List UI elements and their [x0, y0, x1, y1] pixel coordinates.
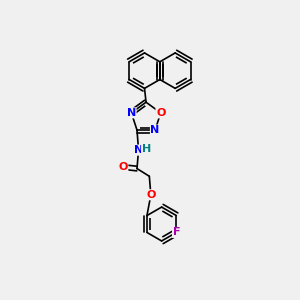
Text: O: O: [146, 190, 155, 200]
Text: O: O: [118, 162, 128, 172]
Text: N: N: [134, 145, 143, 155]
Text: N: N: [127, 108, 136, 118]
Text: H: H: [142, 144, 151, 154]
Text: N: N: [151, 125, 160, 135]
Text: F: F: [172, 227, 180, 238]
Text: O: O: [156, 108, 165, 118]
